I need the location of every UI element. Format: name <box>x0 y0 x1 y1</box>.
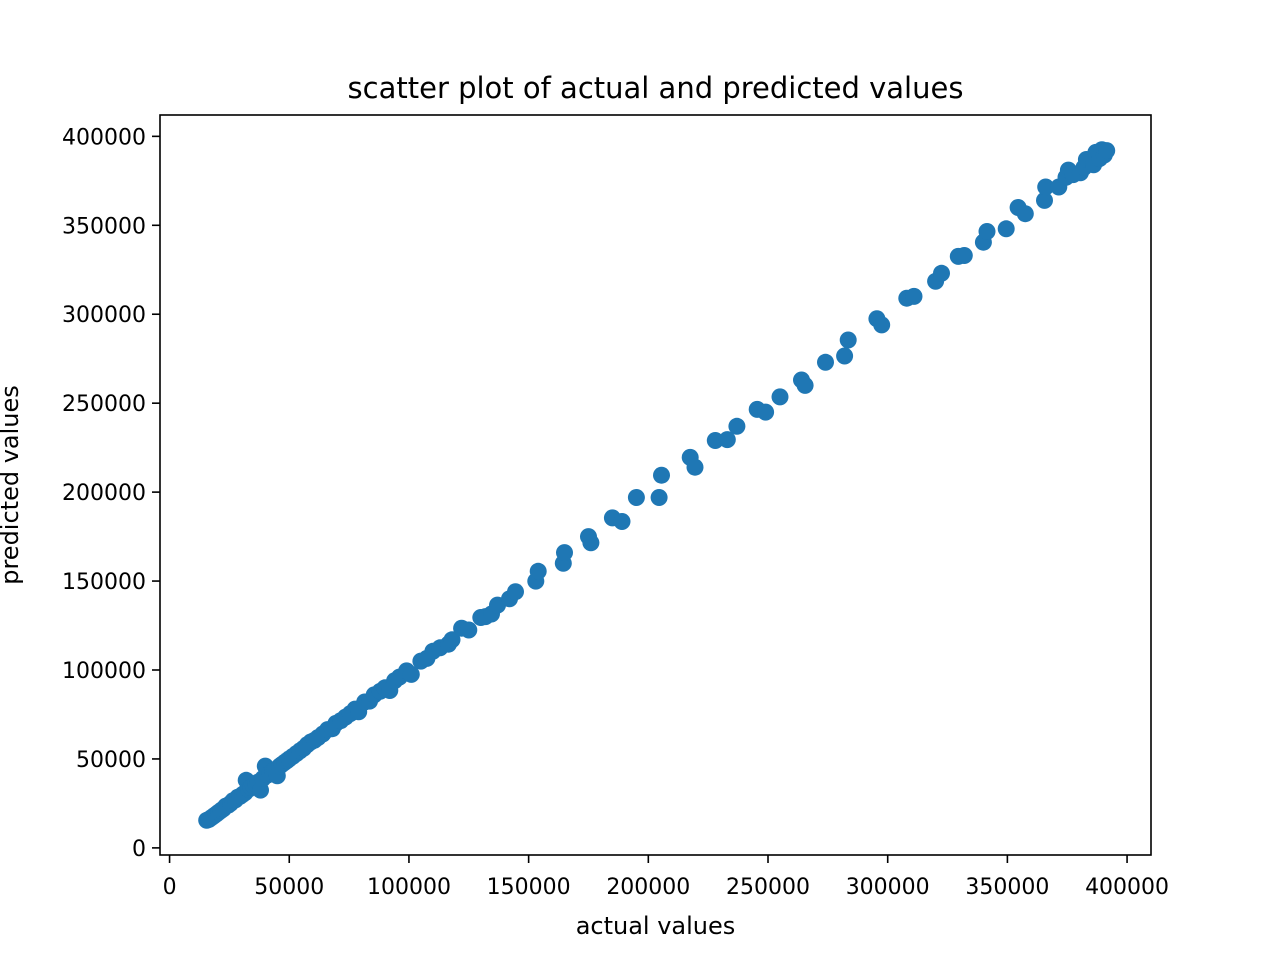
x-tick-label: 150000 <box>487 875 571 900</box>
scatter-point <box>529 562 547 580</box>
x-tick-label: 50000 <box>254 875 324 900</box>
scatter-point <box>728 417 746 435</box>
scatter-point <box>978 223 996 240</box>
y-tick-label: 400000 <box>62 125 146 150</box>
scatter-point <box>839 331 857 349</box>
x-axis-label: actual values <box>576 912 736 940</box>
scatter-point <box>460 621 478 639</box>
scatter-point <box>817 353 834 371</box>
scatter-point <box>582 534 600 552</box>
scatter-point <box>873 316 891 334</box>
axes-frame <box>159 114 1152 856</box>
scatter-point <box>653 466 670 484</box>
x-axis-ticks: 0 50000 100000 150000 200000 250000 300000 3500… <box>163 855 1169 900</box>
points-layer <box>198 141 1116 829</box>
y-axis-label: predicted values <box>0 385 24 585</box>
scatter-point <box>718 431 736 449</box>
scatter-point <box>997 220 1015 238</box>
scatter-point <box>686 458 704 476</box>
scatter-point <box>613 513 631 530</box>
scatter-point <box>1016 205 1034 223</box>
y-tick-label: 150000 <box>62 570 146 595</box>
scatter-point <box>757 403 775 421</box>
scatter-point <box>443 631 461 649</box>
scatter-point <box>955 247 973 264</box>
scatter-point <box>771 388 789 406</box>
scatter-point <box>933 264 950 282</box>
x-tick-label: 350000 <box>965 875 1049 900</box>
scatter-point <box>1098 142 1116 160</box>
scatter-point <box>836 347 854 365</box>
y-tick-label: 200000 <box>62 481 146 506</box>
x-tick-label: 100000 <box>367 875 451 900</box>
y-tick-label: 300000 <box>62 303 146 328</box>
y-tick-label: 0 <box>132 837 146 862</box>
x-tick-label: 300000 <box>846 875 930 900</box>
scatter-point <box>905 287 923 305</box>
scatter-point <box>556 544 573 562</box>
x-tick-label: 0 <box>163 875 177 900</box>
y-tick-label: 250000 <box>62 392 146 417</box>
scatter-point <box>1036 191 1053 209</box>
scatter-point <box>650 489 668 506</box>
scatter-point <box>507 583 524 601</box>
scatter-point <box>402 665 420 683</box>
x-tick-label: 200000 <box>606 875 690 900</box>
y-tick-label: 100000 <box>62 659 146 684</box>
y-tick-label: 50000 <box>76 748 146 773</box>
scatter-point <box>627 489 645 506</box>
y-axis-ticks: 0 50000 100000 150000 200000 250000 300000 3500… <box>62 125 160 862</box>
x-tick-label: 250000 <box>726 875 810 900</box>
x-tick-label: 400000 <box>1085 875 1169 900</box>
y-tick-label: 350000 <box>62 214 146 239</box>
scatter-point <box>1037 178 1055 196</box>
chart-title: scatter plot of actual and predicted val… <box>348 71 964 105</box>
scatter-point <box>796 376 814 394</box>
